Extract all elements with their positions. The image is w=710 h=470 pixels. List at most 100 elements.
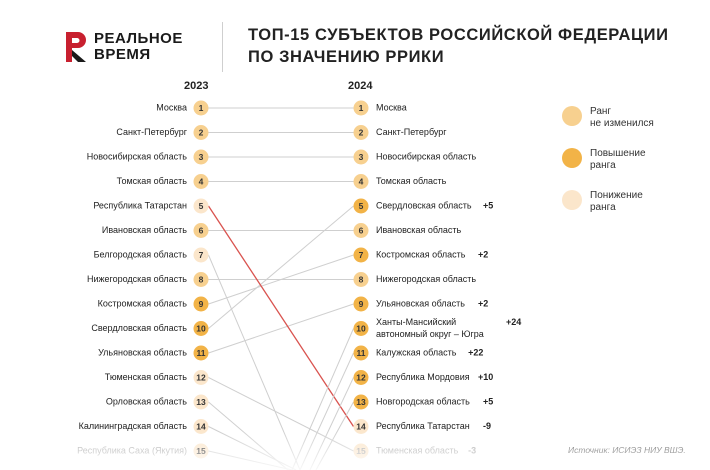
connector-line-new [291, 328, 354, 470]
rank-change-label: +5 [483, 200, 493, 210]
rank-dot-right [353, 394, 369, 410]
rank-dot-right [353, 296, 369, 312]
region-name-right: Новосибирская область [376, 151, 477, 161]
rank-dot-left [193, 370, 209, 385]
rank-number-left: 7 [199, 250, 204, 260]
rank-number-left: 12 [196, 372, 206, 382]
legend-down-line1: Понижение [590, 190, 643, 201]
rank-dot-left [193, 272, 209, 287]
source-note: Источник: ИСИЭЗ НИУ ВШЭ. [568, 445, 686, 455]
rank-dot-left [193, 321, 209, 336]
rank-number-right: 11 [357, 348, 366, 358]
logo-mark-icon [66, 32, 86, 62]
rank-dot-right [353, 198, 369, 214]
rank-dot-right [353, 247, 369, 263]
region-name-left: Новосибирская область [87, 151, 188, 161]
rank-number-left: 1 [199, 103, 204, 113]
region-name-right: Новгородская область [376, 396, 470, 406]
legend-dot-down [562, 190, 582, 210]
year-label-left: 2023 [184, 80, 209, 92]
connector-line-dropped [208, 254, 301, 470]
connector-line [207, 205, 355, 427]
connector-line-dropped [208, 450, 293, 470]
rank-number-right: 1 [359, 103, 364, 113]
rank-number-right: 14 [356, 421, 366, 431]
region-name-left: Свердловская область [91, 323, 187, 333]
region-name-left: Костромская область [98, 298, 188, 308]
region-name-right: Ульяновская область [376, 298, 465, 308]
region-name-left: Москва [156, 102, 187, 112]
rank-number-left: 11 [197, 348, 206, 358]
rank-number-left: 2 [199, 127, 204, 137]
region-name-right: Калужская область [376, 347, 457, 357]
region-name-right: Республика Мордовия [376, 372, 470, 382]
region-name-right: Санкт-Петербург [376, 127, 447, 137]
rank-dot-right [353, 321, 369, 336]
legend-up-line2: ранга [590, 160, 616, 171]
legend-dot-unchanged [562, 106, 582, 126]
rank-dot-right [353, 100, 369, 116]
rank-number-right: 4 [359, 176, 364, 186]
rank-number-left: 8 [199, 274, 204, 284]
region-name-left: Нижегородская область [87, 274, 187, 284]
rank-number-right: 2 [359, 127, 364, 137]
rank-change-label: -9 [483, 421, 491, 431]
rank-dot-left [193, 223, 209, 238]
rank-change-label: +2 [478, 298, 488, 308]
rank-change-label: +10 [478, 372, 493, 382]
rank-number-right: 3 [359, 152, 364, 162]
rank-change-label: -3 [468, 445, 476, 455]
rank-dot-left [193, 394, 209, 410]
header-divider [222, 22, 223, 72]
rank-number-right: 12 [356, 372, 366, 382]
legend-text-up: Повышение ранга [590, 148, 646, 172]
region-name-left: Тюменская область [105, 372, 188, 382]
rank-change-label: +22 [468, 347, 483, 357]
page-title: ТОП-15 СУБЪЕКТОВ РОССИЙСКОЙ ФЕДЕРАЦИИ ПО… [248, 24, 669, 68]
connector-line-dropped [208, 426, 297, 470]
rank-number-right: 6 [359, 225, 364, 235]
region-name-left: Санкт-Петербург [116, 127, 187, 137]
region-name-right: Тюменская область [376, 445, 459, 455]
region-name-left: Ивановская область [102, 225, 187, 235]
rank-number-left: 6 [199, 225, 204, 235]
legend-dot-up [562, 148, 582, 168]
legend-text-down: Понижение ранга [590, 190, 643, 214]
rank-dot-right [353, 149, 369, 165]
rank-number-right: 15 [356, 446, 366, 456]
rank-dot-right [353, 370, 369, 385]
rank-number-left: 3 [199, 152, 204, 162]
region-name-right: Нижегородская область [376, 274, 476, 284]
rank-dot-right [353, 345, 369, 361]
rank-dot-left [193, 345, 209, 361]
connector-line-new [309, 377, 354, 470]
rank-number-left: 9 [199, 299, 204, 309]
region-name-right: Москва [376, 102, 407, 112]
region-name-left: Томская область [117, 176, 188, 186]
logo: РЕАЛЬНОЕ ВРЕМЯ [64, 30, 204, 70]
region-name-right: Республика Татарстан [376, 421, 470, 431]
region-name-left: Республика Татарстан [93, 200, 187, 210]
rank-dot-left [193, 149, 209, 165]
region-name-right: Томская область [376, 176, 447, 186]
rank-change-label: +5 [483, 396, 493, 406]
title-line-2: ПО ЗНАЧЕНИЮ РРИКИ [248, 48, 445, 66]
rank-dot-right [353, 272, 369, 287]
rank-number-right: 9 [359, 299, 364, 309]
connector-line [208, 377, 354, 452]
rank-number-left: 10 [196, 323, 206, 333]
region-name-right-line2: автономный округ – Югра [376, 329, 484, 339]
rank-number-left: 14 [196, 421, 206, 431]
logo-line-2: ВРЕМЯ [94, 46, 151, 63]
region-name-left: Республика Саха (Якутия) [77, 445, 187, 455]
rank-dot-right [353, 125, 369, 140]
region-name-left: Ульяновская область [98, 347, 187, 357]
rank-number-right: 7 [359, 250, 364, 260]
logo-text: РЕАЛЬНОЕ ВРЕМЯ [94, 31, 183, 63]
legend-text-unchanged: Ранг не изменился [590, 106, 654, 130]
rank-dot-right [353, 223, 369, 238]
rank-number-right: 5 [359, 201, 364, 211]
rank-dot-left [193, 198, 209, 214]
rank-number-right: 8 [359, 274, 364, 284]
